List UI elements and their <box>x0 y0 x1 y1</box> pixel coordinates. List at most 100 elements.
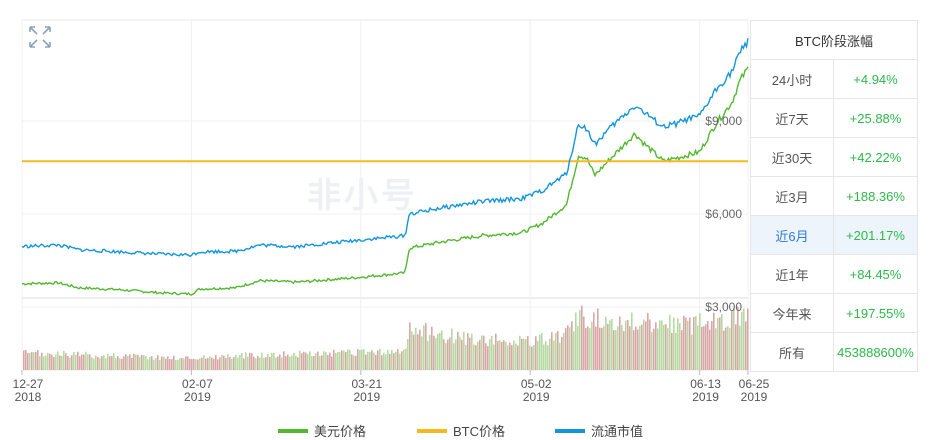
volume-bar <box>185 356 187 370</box>
volume-bar <box>703 326 705 370</box>
volume-bar <box>373 352 375 370</box>
volume-bar <box>187 356 189 370</box>
volume-bar <box>263 357 265 370</box>
volume-bar <box>151 356 153 370</box>
chart-legend: 美元价格 BTC价格 流通市值 <box>0 421 930 439</box>
volume-bar <box>545 341 547 370</box>
volume-bar <box>391 349 393 370</box>
volume-bar <box>251 353 253 370</box>
volume-bar <box>671 332 673 370</box>
volume-bar <box>41 352 43 370</box>
stats-row[interactable]: 近7天 +25.88% <box>750 98 918 138</box>
stats-row[interactable]: 今年来 +197.55% <box>750 293 918 333</box>
volume-bar <box>335 353 337 370</box>
volume-bar <box>27 353 29 370</box>
stats-row[interactable]: 所有 453888600% <box>750 332 918 372</box>
volume-bar <box>575 312 577 370</box>
stats-row[interactable]: 近30天 +42.22% <box>750 137 918 177</box>
volume-bar <box>317 351 319 370</box>
stats-change-value: +4.94% <box>833 59 918 99</box>
volume-bar <box>413 334 415 370</box>
volume-bar <box>25 350 27 370</box>
volume-bar <box>629 326 631 370</box>
volume-bar <box>461 339 463 370</box>
volume-bar <box>39 356 41 370</box>
volume-bar <box>645 321 647 370</box>
volume-bar <box>539 334 541 370</box>
stats-row[interactable]: 24小时 +4.94% <box>750 59 918 99</box>
volume-bar <box>175 359 177 370</box>
volume-bar <box>577 325 579 370</box>
volume-bar <box>669 314 671 370</box>
volume-bar <box>419 329 421 370</box>
volume-bar <box>325 352 327 370</box>
volume-bar <box>559 342 561 370</box>
volume-bar <box>513 340 515 370</box>
volume-bar <box>53 356 55 370</box>
volume-bar <box>139 356 141 370</box>
volume-bar <box>607 323 609 370</box>
series-market-cap-line <box>21 38 749 258</box>
volume-bar <box>719 317 721 370</box>
volume-bar <box>29 352 31 370</box>
volume-bar <box>115 358 117 370</box>
volume-bar <box>265 357 267 370</box>
volume-bar <box>589 328 591 370</box>
volume-bar <box>687 320 689 370</box>
volume-bar <box>249 352 251 370</box>
stats-change-value: +25.88% <box>833 98 918 138</box>
series-usd-price-line <box>21 66 749 296</box>
x-axis-ticks: 12-27201802-07201903-21201905-02201906-1… <box>13 370 770 404</box>
volume-bar <box>679 323 681 370</box>
volume-bar <box>191 359 193 370</box>
volume-bar <box>403 349 405 370</box>
volume-bar <box>129 354 131 370</box>
volume-bar <box>377 350 379 370</box>
legend-item-btc-price[interactable]: BTC价格 <box>417 421 505 440</box>
volume-bar <box>659 320 661 370</box>
x-tick-year: 2019 <box>523 390 550 404</box>
stats-row[interactable]: 近3月 +188.36% <box>750 176 918 216</box>
volume-bar <box>547 345 549 370</box>
legend-item-market-cap[interactable]: 流通市值 <box>555 421 643 440</box>
volume-bar <box>167 356 169 370</box>
volume-bar <box>77 351 79 370</box>
x-tick-year: 2019 <box>741 390 768 404</box>
expand-icon[interactable] <box>28 25 52 49</box>
volume-bar <box>523 338 525 370</box>
volume-bar <box>385 354 387 370</box>
stats-row[interactable]: 近6月 +201.17% <box>750 215 918 255</box>
volume-bar <box>743 308 745 370</box>
volume-bar <box>285 356 287 370</box>
volume-bar <box>329 352 331 370</box>
volume-bar <box>291 355 293 370</box>
volume-bar <box>163 356 165 370</box>
volume-bar <box>603 326 605 370</box>
volume-bar <box>355 355 357 370</box>
legend-swatch <box>417 428 447 433</box>
volume-bar <box>165 358 167 370</box>
volume-bar <box>63 351 65 370</box>
volume-bar <box>209 356 211 370</box>
volume-bar <box>87 354 89 370</box>
volume-bar <box>505 341 507 370</box>
volume-bar <box>427 340 429 370</box>
volume-bar <box>611 318 613 370</box>
volume-bar <box>647 313 649 370</box>
volume-bar <box>75 354 77 370</box>
legend-item-usd-price[interactable]: 美元价格 <box>278 421 366 440</box>
volume-bar <box>281 357 283 370</box>
volume-bar <box>737 306 739 370</box>
volume-bar <box>327 355 329 370</box>
volume-bar <box>479 339 481 370</box>
y-tick-label: $9,000 <box>705 114 742 128</box>
volume-bar <box>213 358 215 370</box>
stats-row[interactable]: 近1年 +84.45% <box>750 254 918 294</box>
volume-bar <box>507 345 509 370</box>
volume-bar <box>283 351 285 370</box>
volume-bar <box>203 355 205 370</box>
volume-bar <box>595 326 597 370</box>
volume-bar <box>217 359 219 370</box>
volume-bar <box>551 332 553 370</box>
